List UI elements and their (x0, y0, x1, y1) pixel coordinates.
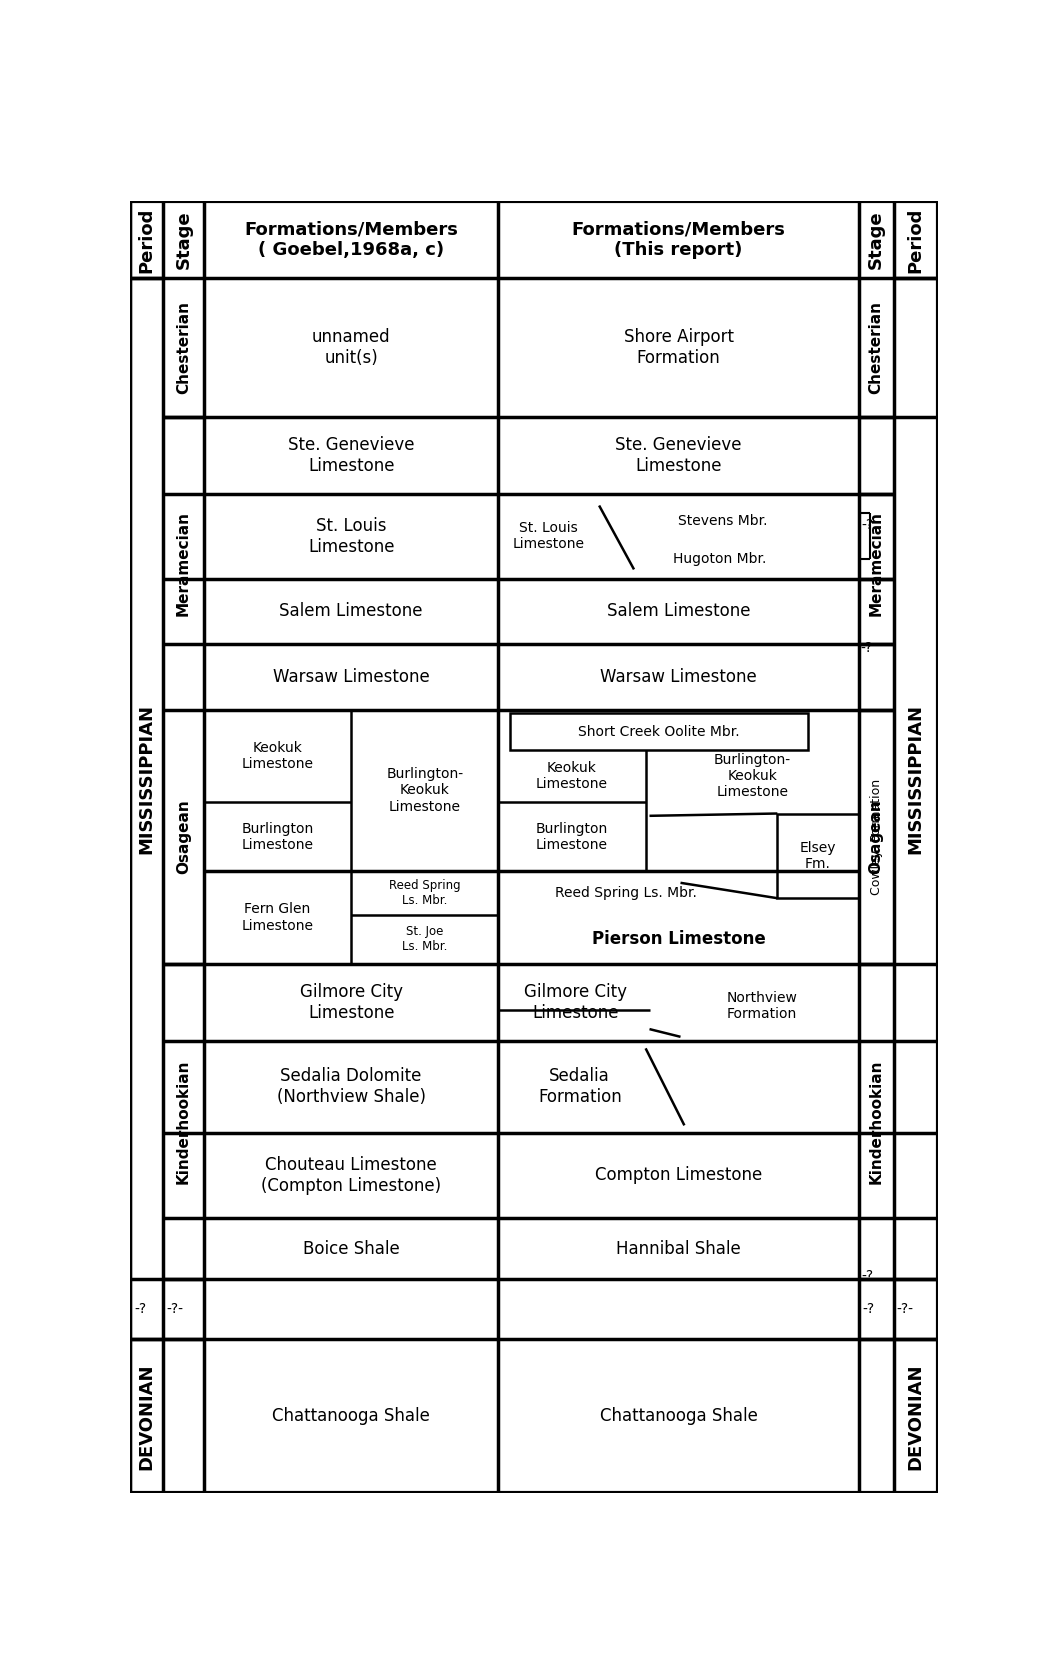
Text: Osagean: Osagean (176, 799, 191, 874)
Text: Fern Glen
Limestone: Fern Glen Limestone (242, 903, 314, 933)
Text: MISSISSIPPIAN: MISSISSIPPIAN (138, 703, 155, 854)
Text: Elsey
Fm.: Elsey Fm. (799, 841, 836, 871)
Text: Meramecian: Meramecian (176, 510, 191, 616)
Text: St. Louis
Limestone: St. Louis Limestone (307, 517, 394, 555)
Text: Salem Limestone: Salem Limestone (606, 602, 750, 621)
Text: -?: -? (861, 519, 873, 532)
Text: Ste. Genevieve
Limestone: Ste. Genevieve Limestone (616, 436, 742, 475)
Text: Pierson Limestone: Pierson Limestone (592, 930, 766, 948)
Text: Boice Shale: Boice Shale (303, 1240, 399, 1257)
Text: Chesterian: Chesterian (176, 300, 191, 394)
Text: Warsaw Limestone: Warsaw Limestone (273, 668, 429, 686)
Text: Shore Airport
Formation: Shore Airport Formation (623, 329, 734, 367)
Text: Cowley  Formation: Cowley Formation (870, 779, 883, 894)
Text: -?: -? (863, 1302, 874, 1316)
Text: unnamed
unit(s): unnamed unit(s) (312, 329, 391, 367)
Text: Ste. Genevieve
Limestone: Ste. Genevieve Limestone (288, 436, 415, 475)
Text: Burlington
Limestone: Burlington Limestone (242, 822, 314, 852)
Text: Gilmore City
Limestone: Gilmore City Limestone (524, 983, 627, 1022)
Text: Keokuk
Limestone: Keokuk Limestone (536, 760, 607, 790)
Text: Hugoton Mbr.: Hugoton Mbr. (672, 552, 766, 567)
Text: Reed Spring Ls. Mbr.: Reed Spring Ls. Mbr. (555, 886, 697, 899)
Text: -?: -? (134, 1302, 146, 1316)
Text: Compton Limestone: Compton Limestone (595, 1166, 762, 1185)
Text: Chattanooga Shale: Chattanooga Shale (272, 1408, 430, 1425)
Text: Warsaw Limestone: Warsaw Limestone (600, 668, 756, 686)
Text: -?: -? (861, 1269, 873, 1282)
Text: Burlington-
Keokuk
Limestone: Burlington- Keokuk Limestone (387, 767, 464, 814)
Text: -?: -? (861, 641, 872, 654)
Text: Keokuk
Limestone: Keokuk Limestone (242, 740, 314, 770)
Text: Stage: Stage (174, 210, 193, 268)
Text: Period: Period (138, 206, 155, 272)
Text: Stage: Stage (867, 210, 886, 268)
Text: Kinderhookian: Kinderhookian (869, 1059, 884, 1183)
Text: Salem Limestone: Salem Limestone (279, 602, 423, 621)
Text: Burlington-
Keokuk
Limestone: Burlington- Keokuk Limestone (714, 752, 791, 799)
Text: Sedalia
Formation: Sedalia Formation (538, 1067, 622, 1106)
Text: Gilmore City
Limestone: Gilmore City Limestone (300, 983, 402, 1022)
Text: St. Joe
Ls. Mbr.: St. Joe Ls. Mbr. (402, 925, 447, 953)
Text: Hannibal Shale: Hannibal Shale (616, 1240, 741, 1257)
Text: Sedalia Dolomite
(Northview Shale): Sedalia Dolomite (Northview Shale) (276, 1067, 425, 1106)
Text: Formations/Members
(This report): Formations/Members (This report) (572, 220, 786, 260)
Text: Reed Spring
Ls. Mbr.: Reed Spring Ls. Mbr. (389, 879, 461, 908)
Text: Formations/Members
( Goebel,1968a, c): Formations/Members ( Goebel,1968a, c) (244, 220, 458, 260)
Text: Period: Period (907, 206, 924, 272)
Text: Meramecian: Meramecian (869, 510, 884, 616)
Text: Chouteau Limestone
(Compton Limestone): Chouteau Limestone (Compton Limestone) (262, 1156, 441, 1195)
Text: Kinderhookian: Kinderhookian (176, 1059, 191, 1183)
Text: St. Louis
Limestone: St. Louis Limestone (513, 522, 585, 552)
Text: MISSISSIPPIAN: MISSISSIPPIAN (907, 703, 924, 854)
Text: DEVONIAN: DEVONIAN (907, 1363, 924, 1470)
Text: Osagean: Osagean (869, 799, 884, 874)
Text: Chattanooga Shale: Chattanooga Shale (599, 1408, 758, 1425)
Bar (777, 814, 859, 898)
Text: Short Creek Oolite Mbr.: Short Creek Oolite Mbr. (578, 725, 740, 738)
Text: Stevens Mbr.: Stevens Mbr. (678, 513, 768, 529)
Text: DEVONIAN: DEVONIAN (138, 1363, 155, 1470)
Text: -?-: -?- (167, 1302, 183, 1316)
Text: Burlington
Limestone: Burlington Limestone (536, 822, 609, 852)
Text: -?-: -?- (896, 1302, 913, 1316)
Text: Northview
Formation: Northview Formation (726, 992, 797, 1022)
Bar (510, 713, 809, 750)
Text: Chesterian: Chesterian (869, 300, 884, 394)
